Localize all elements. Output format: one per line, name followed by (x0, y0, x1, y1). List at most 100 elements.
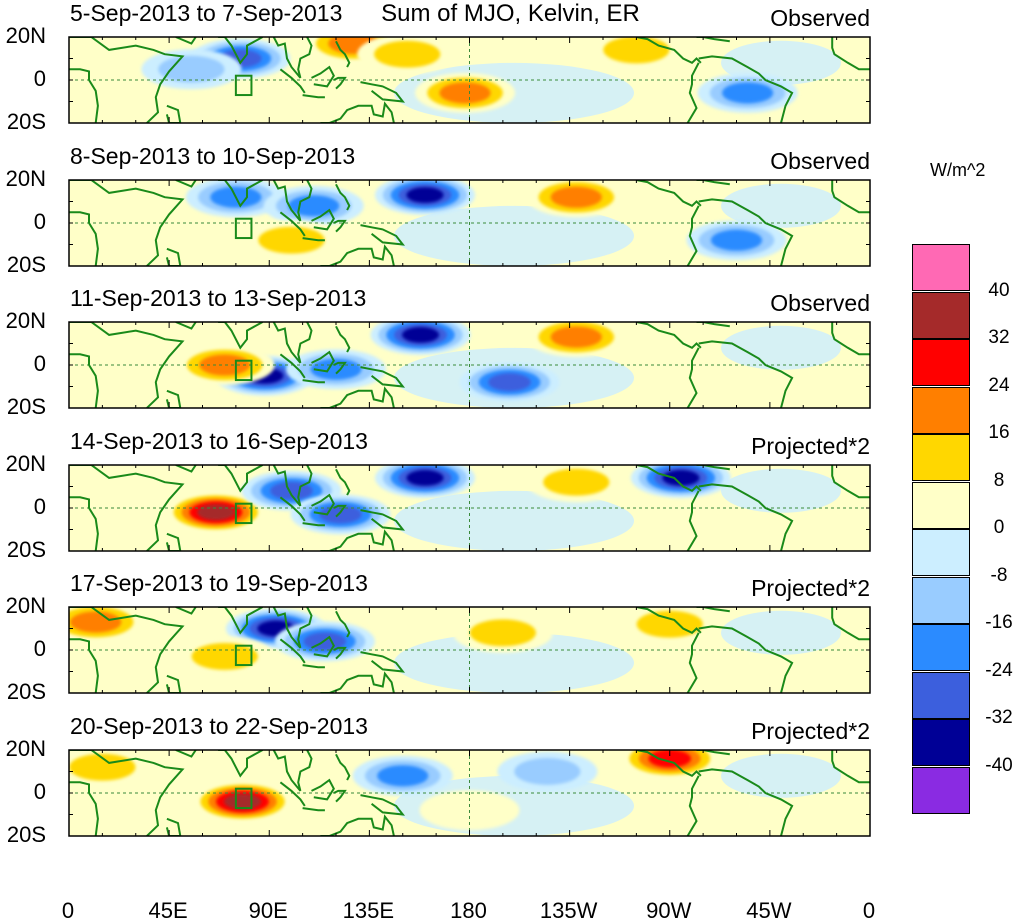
anomaly-map (68, 321, 871, 409)
coastline (302, 521, 325, 526)
colorbar-swatch (912, 624, 970, 671)
panel-kind: Observed (770, 5, 870, 31)
anomaly-contour (662, 469, 700, 486)
coastline (69, 496, 99, 551)
coastline (302, 94, 325, 99)
panel-date-range: 5-Sep-2013 to 7-Sep-2013 (70, 0, 343, 26)
anomaly-contour (514, 758, 581, 785)
coastline (335, 753, 351, 781)
coastline (333, 219, 347, 232)
coastline (218, 322, 264, 350)
coastline (636, 464, 702, 492)
colorbar-label: 16 (988, 422, 1010, 443)
coastline (165, 104, 182, 123)
coastline (302, 236, 325, 241)
coastline (360, 81, 406, 103)
map-panel: 11-Sep-2013 to 13-Sep-2013 Observed 20N 0 20… (0, 285, 1021, 427)
coastline (175, 37, 197, 45)
coastline (320, 814, 395, 836)
reference-box (234, 359, 253, 382)
longitude-label: 135E (342, 898, 395, 923)
colorbar-label: -40 (985, 754, 1013, 776)
coastline (360, 508, 406, 531)
coastline (279, 781, 306, 807)
coastline (69, 638, 99, 694)
latitude-label: 20N (5, 165, 46, 191)
colorbar-units: W/m^2 (930, 160, 986, 180)
coastline (831, 322, 870, 356)
coastline (333, 789, 347, 803)
colorbar-label: -16 (985, 612, 1013, 633)
longitude-label: 0 (61, 898, 75, 923)
colorbar-swatch (912, 719, 970, 766)
longitude-label: 90E (248, 898, 288, 923)
coastline (686, 204, 700, 266)
coastline (320, 101, 395, 123)
colorbar-label: 8 (993, 469, 1005, 491)
colorbar-swatch (912, 529, 970, 576)
colorbar-swatch (912, 386, 970, 434)
anomaly-map (68, 606, 871, 695)
coastline (320, 529, 395, 551)
coastline (218, 464, 264, 493)
anomaly-contour (197, 504, 235, 520)
coastline (696, 322, 730, 328)
anomaly-contour (469, 619, 536, 647)
colorbar-swatch (912, 244, 970, 291)
longitude-label: 180 (450, 898, 487, 923)
coastline (696, 750, 730, 756)
coastline (165, 675, 182, 694)
latitude-label: 20S (6, 251, 46, 277)
longitude-label: 90W (646, 898, 692, 923)
coastline (360, 794, 406, 816)
anomaly-contour (603, 37, 670, 64)
latitude-label: 20N (5, 736, 46, 761)
colorbar-label: 32 (988, 327, 1010, 348)
coastline (320, 671, 395, 694)
latitude-label: 20N (5, 450, 46, 476)
coastline (335, 326, 351, 353)
coastline (686, 490, 700, 551)
colorbar-label: -24 (985, 659, 1013, 681)
coastline (698, 197, 794, 266)
coastline (686, 62, 700, 123)
coastline (696, 607, 730, 613)
anomaly-map (68, 749, 871, 837)
anomaly-map (68, 178, 871, 267)
coastline (311, 65, 335, 88)
coastline (360, 223, 406, 246)
panel-date-range: 17-Sep-2013 to 19-Sep-2013 (70, 570, 368, 597)
coastline (69, 750, 185, 836)
coastline (333, 647, 347, 660)
reference-box (234, 502, 253, 524)
coastline (698, 483, 794, 551)
coastline (698, 625, 794, 694)
reference-box (234, 217, 253, 239)
latitude-label: 20S (6, 536, 46, 562)
coastline (831, 464, 870, 499)
panel-kind: Observed (770, 290, 870, 317)
anomaly-contour (648, 750, 692, 768)
anomaly-contour (70, 611, 122, 633)
coastline (69, 179, 185, 266)
coastline (696, 37, 730, 43)
coastline (311, 493, 335, 516)
coastline (333, 76, 347, 90)
coastline (218, 750, 264, 778)
anomaly-contour (550, 186, 602, 208)
coastline (69, 37, 185, 123)
colorbar-label: 0 (993, 517, 1005, 538)
coastline (175, 322, 197, 330)
coastline (175, 607, 197, 616)
panel-date-range: 14-Sep-2013 to 16-Sep-2013 (70, 427, 368, 454)
coastline (69, 322, 185, 409)
coastline (218, 179, 264, 208)
panel-kind: Projected*2 (751, 432, 870, 459)
coastline (636, 322, 702, 350)
coastline (69, 68, 99, 123)
latitude-label: 20N (5, 23, 46, 48)
anomaly-map (68, 36, 871, 124)
coastline (335, 40, 351, 68)
coastline (360, 366, 406, 388)
coastline (175, 464, 197, 473)
